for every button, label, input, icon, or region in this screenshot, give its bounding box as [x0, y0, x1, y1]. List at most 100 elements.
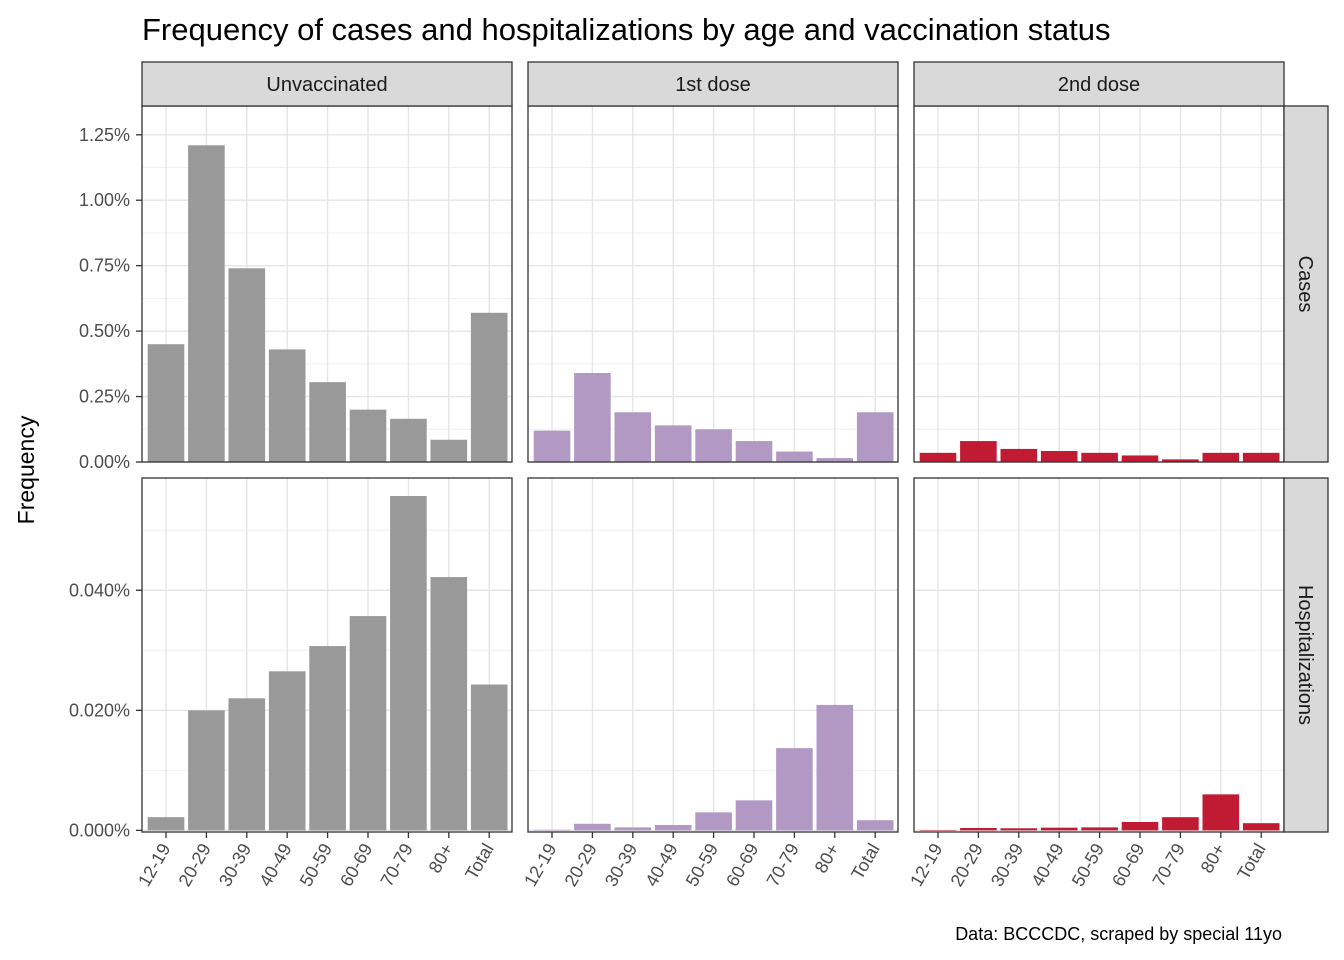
bar-2nd-dose-hospitalizations-80 — [1202, 794, 1240, 831]
bar-unvaccinated-hospitalizations-40-49 — [268, 671, 306, 831]
facet-label-hospitalizations: Hospitalizations — [1294, 585, 1316, 725]
bar-2nd-dose-hospitalizations-30-39 — [1000, 828, 1038, 831]
bar-unvaccinated-hospitalizations-total — [470, 684, 508, 831]
x-tick-label: Total — [847, 840, 883, 883]
chart-caption: Data: BCCCDC, scraped by special 11yo — [955, 924, 1282, 944]
x-tick-label: 12-19 — [520, 840, 560, 890]
x-tick-label: 80+ — [1197, 840, 1230, 876]
bar-unvaccinated-cases-total — [470, 312, 508, 462]
x-tick-label: 50-59 — [682, 840, 722, 890]
facet-strip-hospitalizations — [1283, 477, 1329, 833]
bar-unvaccinated-hospitalizations-50-59 — [309, 646, 346, 831]
bar-2nd-dose-hospitalizations-70-79 — [1162, 817, 1199, 831]
bar-unvaccinated-cases-70-79 — [390, 418, 427, 462]
y-tick-label: 0.50% — [79, 321, 130, 341]
x-tick-label: Total — [1233, 840, 1269, 883]
facet-label-cases: Cases — [1294, 256, 1316, 313]
bar-2nd-dose-cases-20-29 — [960, 441, 997, 462]
bar-1st-dose-cases-70-79 — [776, 451, 813, 462]
bar-unvaccinated-cases-50-59 — [309, 382, 346, 462]
bar-unvaccinated-cases-12-19 — [147, 344, 185, 462]
bar-1st-dose-cases-12-19 — [533, 430, 571, 462]
facet-label-2nd-dose: 2nd dose — [1058, 74, 1140, 96]
bar-unvaccinated-cases-30-39 — [228, 268, 266, 462]
y-tick-label: 0.000% — [69, 820, 130, 840]
bar-1st-dose-cases-60-69 — [735, 441, 773, 462]
bar-1st-dose-cases-20-29 — [574, 373, 611, 462]
bar-1st-dose-hospitalizations-20-29 — [574, 823, 611, 831]
bar-2nd-dose-cases-12-19 — [919, 452, 957, 462]
bar-2nd-dose-hospitalizations-60-69 — [1121, 821, 1159, 831]
bar-1st-dose-hospitalizations-12-19 — [533, 829, 571, 831]
y-tick-label: 0.020% — [69, 700, 130, 720]
x-tick-label: 50-59 — [1068, 840, 1108, 890]
bar-1st-dose-cases-40-49 — [654, 425, 692, 462]
bar-unvaccinated-cases-20-29 — [188, 145, 225, 462]
facet-strip-1st-dose — [527, 61, 899, 107]
x-tick-label: 20-29 — [561, 840, 601, 890]
bar-2nd-dose-cases-50-59 — [1081, 452, 1118, 462]
x-tick-label: 50-59 — [296, 840, 336, 890]
bar-unvaccinated-cases-80 — [430, 439, 468, 462]
bar-2nd-dose-hospitalizations-12-19 — [919, 830, 957, 831]
y-axis-title: Frequency — [13, 415, 39, 524]
panel-2nd-dose-cases: 2nd dose Cases — [913, 61, 1329, 463]
bar-1st-dose-hospitalizations-30-39 — [614, 827, 652, 831]
y-tick-label: 0.25% — [79, 387, 130, 407]
bar-2nd-dose-cases-total — [1242, 452, 1280, 462]
bar-1st-dose-hospitalizations-80 — [816, 704, 854, 831]
bar-2nd-dose-cases-40-49 — [1040, 451, 1078, 462]
bar-2nd-dose-hospitalizations-20-29 — [960, 827, 997, 831]
panel-unvaccinated-hospitalizations: 0.000% 0.020% 0.040% 12-19 20-29 30-39 40-49 50… — [69, 477, 513, 890]
x-tick-label: 40-49 — [641, 840, 681, 890]
x-tick-label: 60-69 — [722, 840, 762, 890]
x-tick-label: 60-69 — [1108, 840, 1148, 890]
bar-2nd-dose-hospitalizations-40-49 — [1040, 827, 1078, 831]
bar-1st-dose-cases-30-39 — [614, 412, 652, 462]
bar-1st-dose-cases-80 — [816, 458, 854, 462]
bar-unvaccinated-cases-60-69 — [349, 409, 387, 462]
x-tick-label: 12-19 — [906, 840, 946, 890]
x-tick-label: 20-29 — [947, 840, 987, 890]
bar-1st-dose-hospitalizations-70-79 — [776, 748, 813, 831]
x-tick-label: 30-39 — [987, 840, 1027, 890]
y-tick-label: 1.25% — [79, 125, 130, 145]
x-tick-label: 40-49 — [255, 840, 295, 890]
bar-unvaccinated-hospitalizations-20-29 — [188, 710, 225, 831]
bar-2nd-dose-hospitalizations-total — [1242, 823, 1280, 831]
bar-2nd-dose-cases-80 — [1202, 452, 1240, 462]
x-tick-label: 40-49 — [1027, 840, 1067, 890]
facet-label-1st-dose: 1st dose — [675, 74, 751, 96]
facet-strip-2nd-dose — [913, 61, 1285, 107]
facet-label-unvaccinated: Unvaccinated — [266, 74, 387, 96]
bar-2nd-dose-cases-70-79 — [1162, 459, 1199, 462]
bar-1st-dose-hospitalizations-50-59 — [695, 812, 732, 831]
facet-strip-unvaccinated — [141, 61, 513, 107]
bar-2nd-dose-cases-30-39 — [1000, 448, 1038, 462]
x-tick-label: 80+ — [425, 840, 458, 876]
bar-2nd-dose-hospitalizations-50-59 — [1081, 827, 1118, 831]
bar-1st-dose-cases-50-59 — [695, 429, 732, 462]
x-tick-label: 12-19 — [134, 840, 174, 890]
bar-unvaccinated-cases-40-49 — [268, 349, 306, 462]
panel-1st-dose-hospitalizations: 12-19 20-29 30-39 40-49 50-59 60-69 70-79 80+ To… — [520, 477, 899, 890]
x-tick-label: 70-79 — [377, 840, 417, 890]
x-tick-label: 30-39 — [601, 840, 641, 890]
x-tick-label: 70-79 — [763, 840, 803, 890]
bar-2nd-dose-cases-60-69 — [1121, 455, 1159, 462]
bar-1st-dose-cases-total — [856, 412, 894, 462]
bar-unvaccinated-hospitalizations-60-69 — [349, 616, 387, 831]
x-tick-label: 60-69 — [336, 840, 376, 890]
panel-2nd-dose-hospitalizations: 12-19 20-29 30-39 40-49 50-59 60-69 70-79 80+ To… — [906, 477, 1329, 890]
bar-unvaccinated-hospitalizations-12-19 — [147, 817, 185, 831]
chart-title: Frequency of cases and hospitalizations … — [142, 12, 1110, 47]
y-tick-label: 0.040% — [69, 580, 130, 600]
y-tick-label: 0.00% — [79, 452, 130, 472]
bar-unvaccinated-hospitalizations-80 — [430, 577, 468, 831]
bar-1st-dose-hospitalizations-total — [856, 820, 894, 831]
bar-1st-dose-hospitalizations-60-69 — [735, 800, 773, 831]
bar-1st-dose-hospitalizations-40-49 — [654, 824, 692, 831]
x-tick-label: 70-79 — [1149, 840, 1189, 890]
y-tick-label: 0.75% — [79, 256, 130, 276]
